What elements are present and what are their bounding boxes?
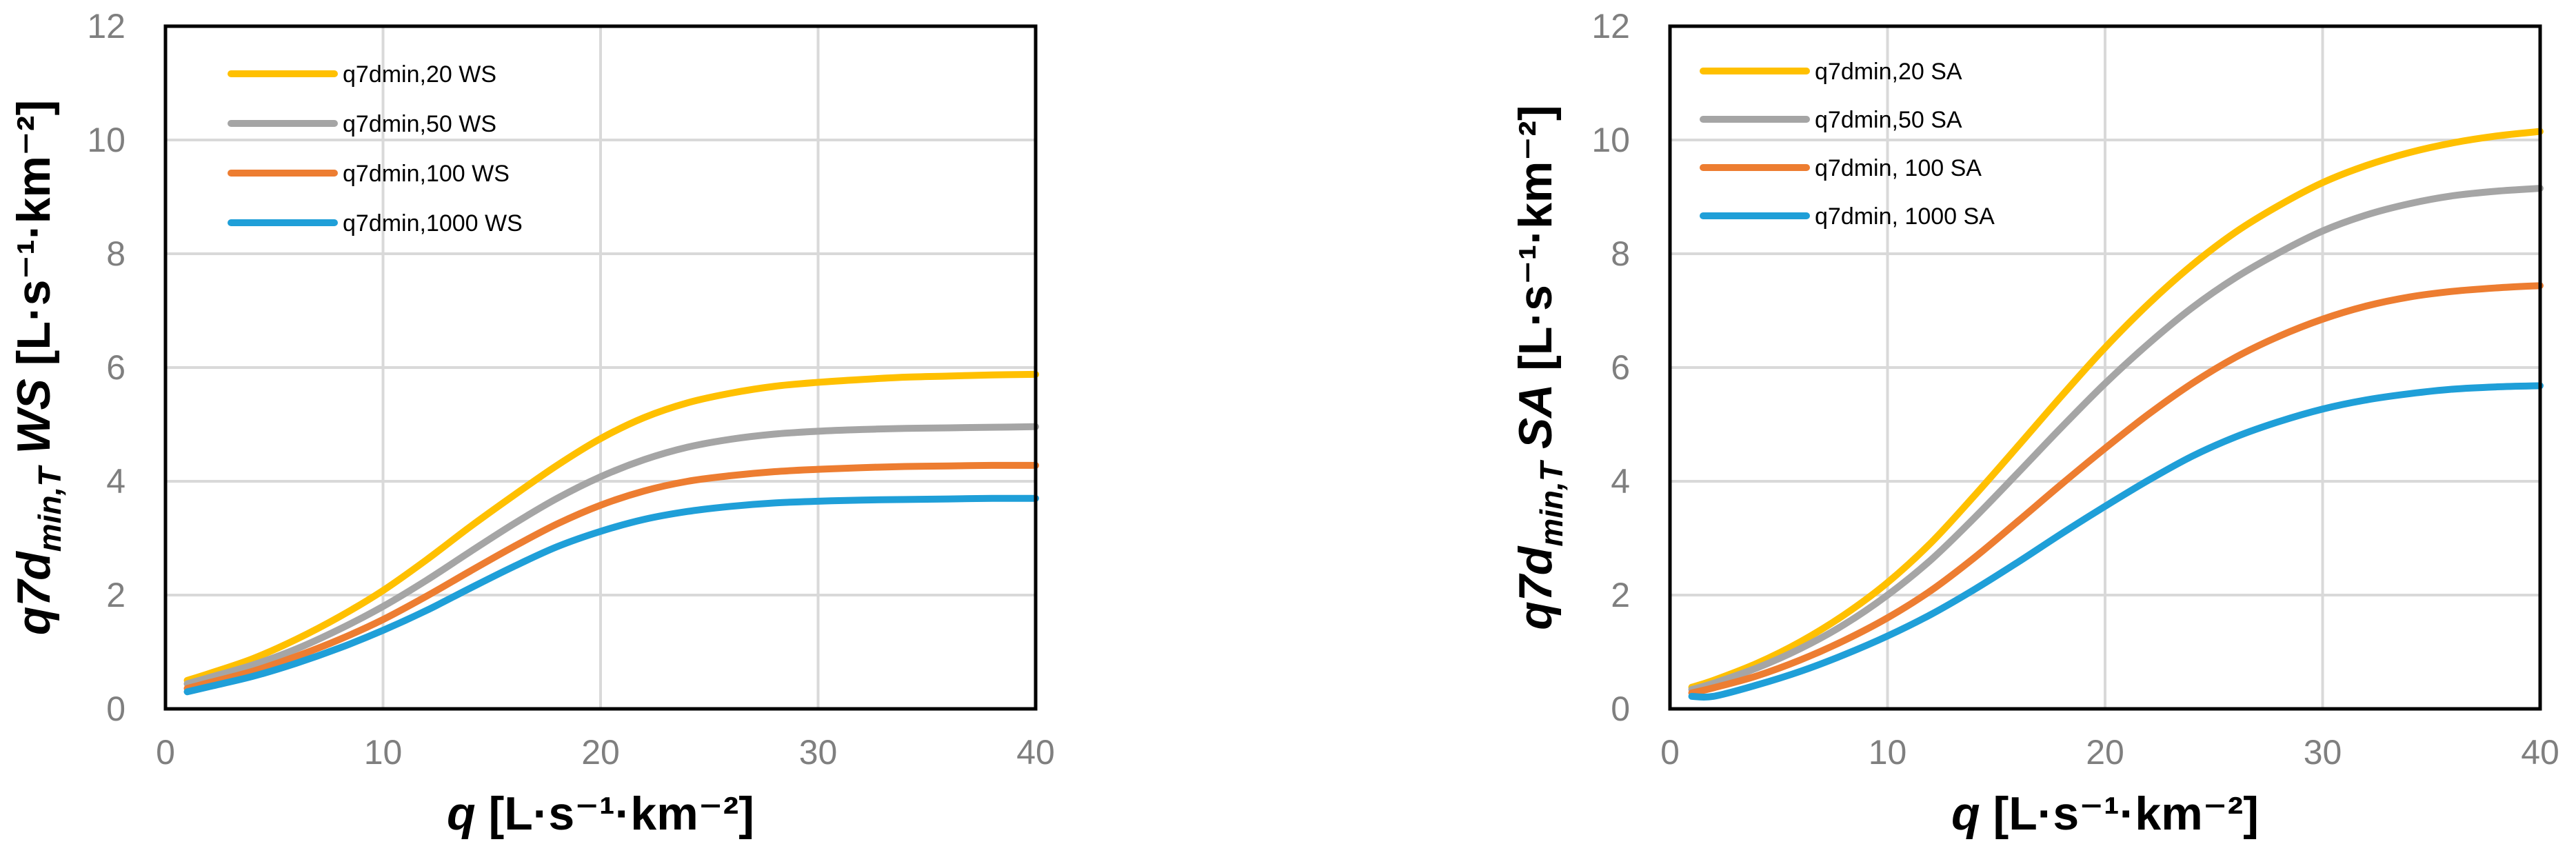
y-tick-label: 12	[87, 7, 125, 46]
series-line-1	[183, 370, 1039, 684]
legend-label: q7dmin,20 SA	[1815, 59, 1962, 85]
x-axis-title: q [L·s⁻¹·km⁻²]	[447, 787, 754, 840]
plot-frame	[1668, 24, 2542, 711]
y-tick-label: 0	[106, 690, 125, 728]
series-line-3	[1688, 282, 2544, 696]
y-tick-label: 6	[106, 348, 125, 387]
x-tick-label: 20	[2086, 733, 2124, 772]
y-axis-title: q7dmin,T SA [L·s⁻¹·km⁻²]	[1509, 105, 1569, 630]
x-tick-label: 10	[364, 733, 403, 772]
y-tick-label: 10	[1591, 121, 1630, 159]
y-tick-label: 12	[1591, 7, 1630, 46]
legend-label: q7dmin,20 WS	[343, 61, 496, 88]
x-tick-label: 0	[156, 733, 175, 772]
series-line-4	[183, 494, 1039, 696]
y-tick-label: 2	[1611, 576, 1630, 614]
plot-frame	[163, 24, 1038, 711]
y-tick-label: 8	[106, 234, 125, 273]
y-tick-label: 0	[1611, 690, 1630, 728]
y-tick-label: 6	[1611, 348, 1630, 387]
series-line-1	[1688, 128, 2544, 691]
legend-label: q7dmin,50 WS	[343, 111, 496, 137]
x-tick-label: 40	[2521, 733, 2559, 772]
legend-label: q7dmin,100 WS	[343, 161, 510, 187]
chart-1: 0 2 4 6 8 10 12 0 10 20 30 40 q [L·s⁻¹·km⁻²] q7dmin,T…	[8, 7, 1055, 840]
x-axis-title: q [L·s⁻¹·km⁻²]	[1951, 787, 2259, 840]
y-tick-label: 2	[106, 576, 125, 614]
x-tick-label: 40	[1016, 733, 1055, 772]
legend-label: q7dmin,1000 WS	[343, 210, 523, 237]
y-axis-title: q7dmin,T WS [L·s⁻¹·km⁻²]	[8, 100, 68, 635]
legend-label: q7dmin, 100 SA	[1815, 155, 1982, 181]
series-line-3	[183, 461, 1039, 692]
series-line-2	[1688, 185, 2544, 693]
y-tick-label: 4	[1611, 462, 1630, 501]
x-tick-label: 20	[581, 733, 620, 772]
series-line-4	[1688, 382, 2544, 701]
legend-label: q7dmin,50 SA	[1815, 107, 1962, 133]
y-tick-label: 4	[106, 462, 125, 501]
x-tick-label: 0	[1660, 733, 1680, 772]
x-tick-label: 10	[1869, 733, 1907, 772]
y-tick-label: 10	[87, 121, 125, 159]
x-tick-label: 30	[2304, 733, 2342, 772]
series-line-2	[183, 423, 1039, 687]
legend-label: q7dmin, 1000 SA	[1815, 203, 1995, 230]
legend: q7dmin,20 SA q7dmin,50 SA q7dmin, 100 SA q7…	[1700, 59, 1995, 230]
chart-2: 0 2 4 6 8 10 12 0 10 20 30 40 q [L·s⁻¹·km⁻²] q7dmin,T…	[1509, 7, 2559, 840]
x-tick-label: 30	[799, 733, 838, 772]
legend: q7dmin,20 WS q7dmin,50 WS q7dmin,100 WS q7d…	[228, 61, 523, 237]
y-tick-label: 8	[1611, 234, 1630, 273]
